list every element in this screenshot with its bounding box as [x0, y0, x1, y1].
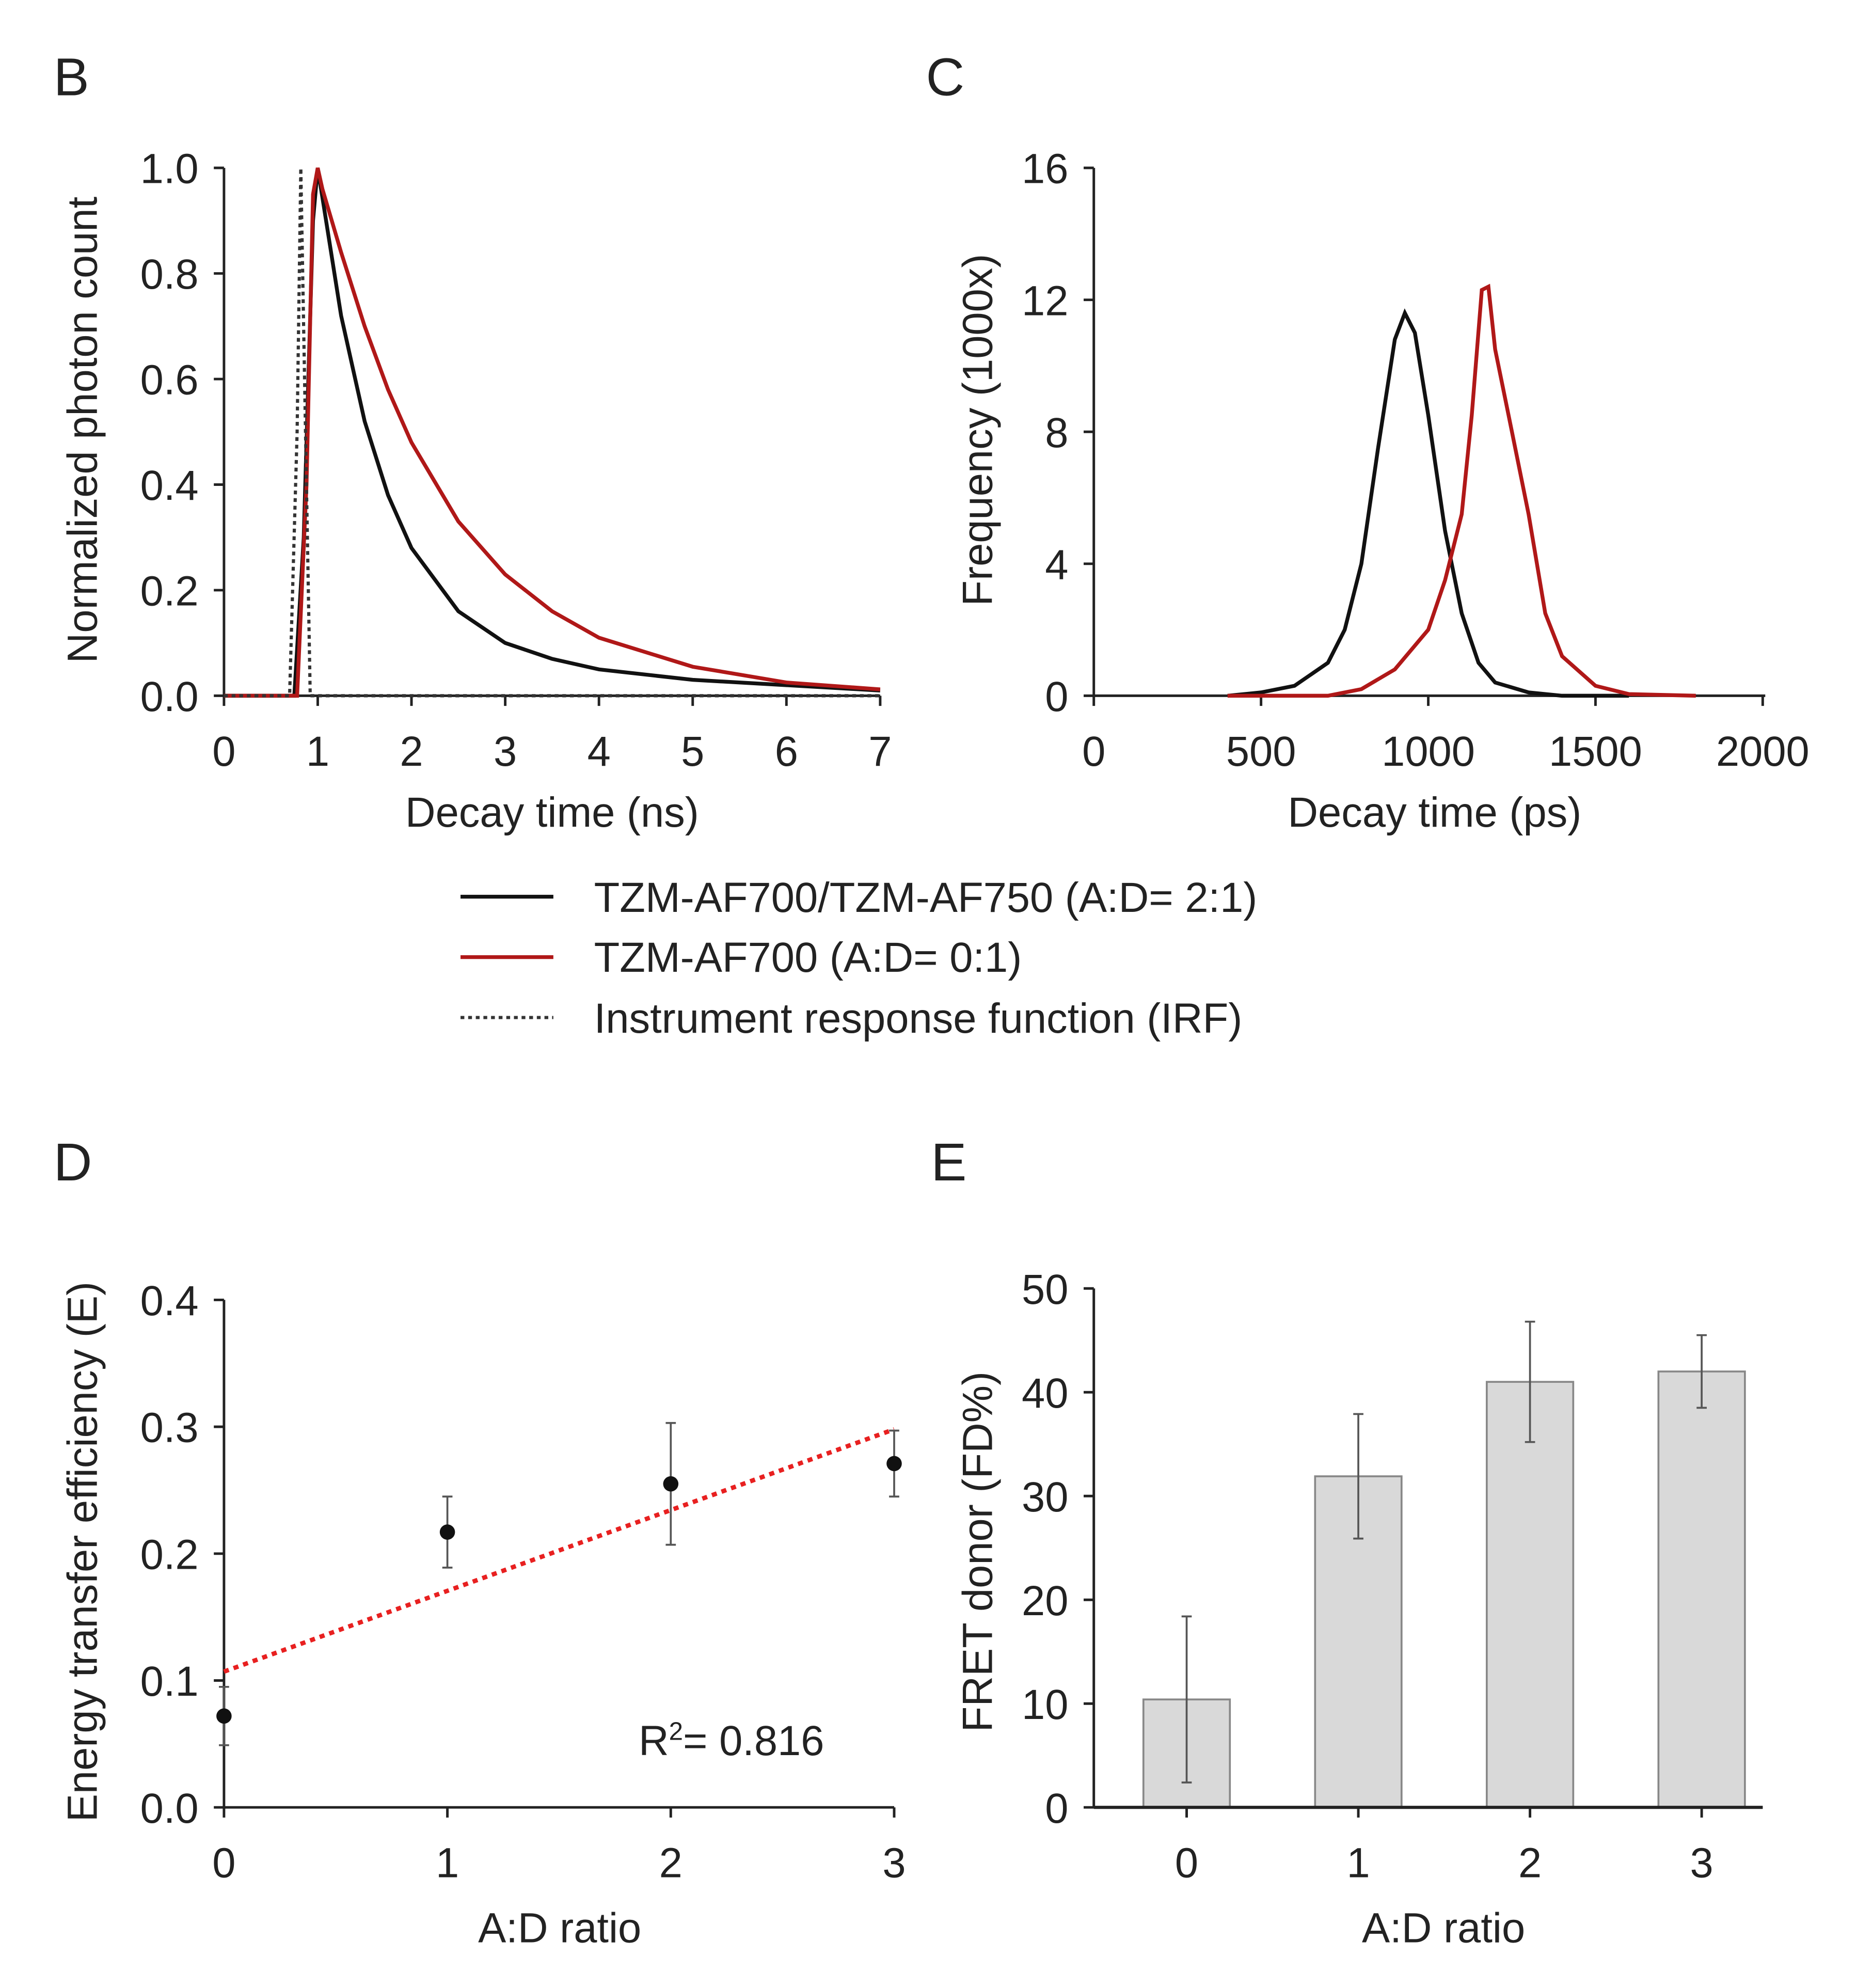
c-x-tick-label: 1000	[1382, 728, 1475, 775]
e-y-tick-label: 0	[1045, 1785, 1068, 1832]
e-ylabel: FRET donor (FD%)	[955, 1371, 1002, 1732]
b-y-tick-label: 0.2	[140, 567, 199, 614]
d-data-point	[663, 1476, 679, 1492]
c-x-tick-label: 0	[1082, 728, 1105, 775]
b-y-tick-label: 1.0	[140, 146, 199, 193]
c-x-tick-label: 1500	[1549, 728, 1642, 775]
d-x-tick-label: 1	[436, 1840, 459, 1887]
d-xlabel: A:D ratio	[478, 1904, 641, 1951]
d-data-point	[216, 1708, 232, 1724]
b-y-tick-label: 0.4	[140, 462, 199, 509]
d-x-tick-label: 0	[212, 1840, 235, 1887]
legend-label-1: TZM-AF700 (A:D= 0:1)	[594, 934, 1022, 981]
e-y-tick-label: 50	[1022, 1266, 1068, 1313]
d-ylabel: Energy transfer efficiency (E)	[59, 1282, 106, 1822]
panel-label-d: D	[54, 1132, 92, 1192]
b-series-1	[224, 167, 881, 698]
b-series-0	[224, 167, 881, 698]
c-series-1	[1227, 283, 1696, 698]
b-x-tick-label: 2	[400, 728, 423, 775]
b-x-tick-label: 5	[681, 728, 704, 775]
c-y-tick-label: 4	[1045, 541, 1068, 588]
b-series-2	[224, 168, 880, 698]
c-ylabel: Frequency (1000x)	[955, 254, 1002, 606]
d-y-tick-label: 0.3	[140, 1405, 199, 1451]
e-y-tick-label: 40	[1022, 1370, 1068, 1417]
d-x-tick-label: 2	[659, 1840, 683, 1887]
e-bar	[1486, 1381, 1575, 1809]
d-y-tick-label: 0.2	[140, 1531, 199, 1578]
d-data-point	[439, 1524, 455, 1540]
d-fit-line	[223, 1427, 895, 1674]
e-x-tick-label: 2	[1518, 1840, 1542, 1887]
c-x-tick-label: 500	[1226, 728, 1296, 775]
e-y-tick-label: 30	[1022, 1474, 1068, 1521]
b-x-tick-label: 6	[775, 728, 798, 775]
b-y-tick-label: 0.0	[140, 673, 199, 720]
b-y-tick-label: 0.8	[140, 251, 199, 298]
c-y-tick-label: 0	[1045, 673, 1068, 720]
e-y-tick-label: 20	[1022, 1577, 1068, 1624]
e-y-tick-label: 10	[1022, 1681, 1068, 1728]
b-x-tick-label: 1	[306, 728, 329, 775]
legend: TZM-AF700/TZM-AF750 (A:D= 2:1) TZM-AF700…	[594, 874, 1258, 1042]
b-ylabel: Normalized photon count	[59, 197, 106, 664]
b-x-tick-label: 4	[588, 728, 611, 775]
b-y-tick-label: 0.6	[140, 357, 199, 404]
c-series-0	[1227, 308, 1629, 698]
legend-label-0: TZM-AF700/TZM-AF750 (A:D= 2:1)	[594, 874, 1258, 921]
d-x-tick-label: 3	[882, 1840, 906, 1887]
b-x-tick-label: 3	[494, 728, 517, 775]
legend-label-2: Instrument response function (IRF)	[594, 995, 1243, 1042]
c-x-tick-label: 2000	[1716, 728, 1810, 775]
panel-label-b: B	[54, 47, 89, 107]
e-bar	[1657, 1370, 1746, 1809]
d-y-tick-label: 0.1	[140, 1658, 199, 1705]
panel-label-e: E	[931, 1132, 966, 1192]
d-y-tick-label: 0.4	[140, 1277, 199, 1324]
c-y-tick-label: 8	[1045, 409, 1068, 456]
c-y-tick-label: 16	[1022, 146, 1068, 193]
b-xlabel: Decay time (ns)	[405, 789, 699, 836]
r2-annotation: R2= 0.816	[639, 1717, 824, 1765]
panel-label-c: C	[926, 47, 965, 107]
b-x-tick-label: 7	[868, 728, 892, 775]
c-xlabel: Decay time (ps)	[1288, 789, 1581, 836]
e-x-tick-label: 1	[1346, 1840, 1370, 1887]
e-x-tick-label: 0	[1175, 1840, 1198, 1887]
e-xlabel: A:D ratio	[1362, 1904, 1525, 1951]
c-y-tick-label: 12	[1022, 277, 1068, 324]
d-data-point	[886, 1456, 902, 1472]
b-x-tick-label: 0	[212, 728, 235, 775]
e-x-tick-label: 3	[1690, 1840, 1713, 1887]
d-y-tick-label: 0.0	[140, 1785, 199, 1832]
